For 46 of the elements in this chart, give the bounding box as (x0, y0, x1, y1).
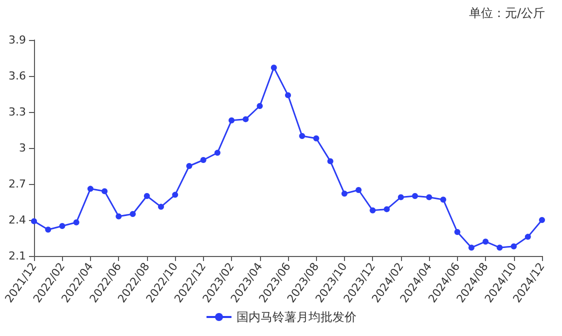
point (426, 194, 432, 200)
point (73, 219, 80, 226)
point (172, 192, 178, 198)
point (356, 187, 362, 193)
point (370, 207, 376, 214)
chart-subtitle: 单位：元/公斤 (468, 6, 546, 20)
point (214, 150, 220, 156)
point (242, 116, 249, 122)
point (31, 218, 37, 224)
point (200, 157, 206, 163)
legend-label: 国内马铃薯月均批发价 (236, 310, 356, 324)
point (510, 243, 517, 250)
point (130, 211, 136, 217)
point (256, 103, 263, 109)
point (440, 196, 446, 203)
point (327, 158, 334, 164)
y-tick-label: 3.6 (8, 70, 26, 82)
point (482, 238, 489, 245)
point (102, 188, 108, 194)
point (270, 64, 277, 71)
point (454, 229, 460, 235)
y-tick-label: 2.4 (8, 214, 26, 226)
point (341, 190, 348, 197)
y-tick-label: 3 (19, 142, 26, 154)
point (158, 204, 164, 210)
point (313, 135, 320, 142)
point (398, 194, 404, 200)
point (285, 92, 291, 98)
point (87, 186, 94, 192)
point (116, 213, 122, 220)
point (299, 133, 306, 139)
y-tick-label: 3.9 (8, 34, 26, 46)
y-tick-label: 2.7 (8, 178, 26, 190)
point (412, 193, 418, 199)
point (539, 217, 545, 223)
point (496, 244, 503, 251)
y-tick-label: 2.1 (8, 250, 26, 262)
point (228, 117, 235, 124)
y-tick-label: 3.3 (8, 106, 26, 118)
point (45, 226, 52, 233)
point (59, 223, 66, 229)
point (144, 193, 150, 199)
point (524, 234, 531, 240)
point (186, 163, 192, 169)
point (468, 244, 474, 251)
point (384, 206, 390, 212)
